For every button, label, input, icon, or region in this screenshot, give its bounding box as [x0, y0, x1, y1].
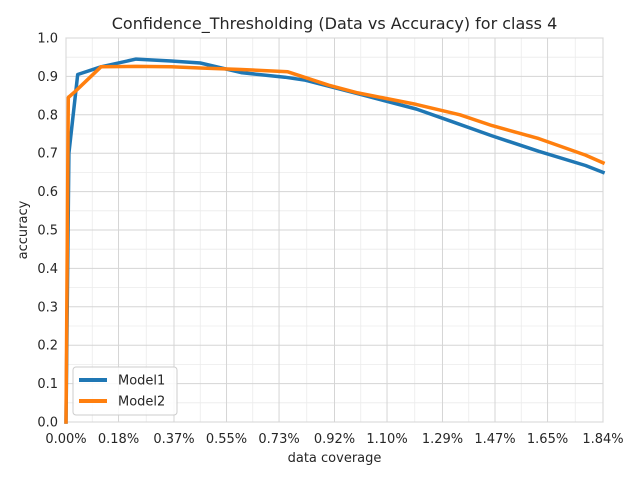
x-tick-label: 1.10% [366, 432, 407, 447]
y-tick-label: 0.5 [37, 224, 58, 239]
y-tick-label: 0.4 [37, 262, 58, 277]
y-tick-label: 0.6 [37, 185, 58, 200]
y-tick-label: 0.8 [37, 108, 58, 123]
x-tick-label: 1.65% [527, 432, 568, 447]
y-tick-label: 0.0 [37, 416, 58, 431]
series-line-model1 [64, 57, 606, 424]
series-line-model2 [64, 64, 606, 424]
y-axis-label: accuracy [16, 200, 31, 259]
x-tick-label: 0.55% [206, 432, 247, 447]
legend: Model1 Model2 [72, 366, 178, 416]
x-tick-label: 0.73% [258, 432, 299, 447]
y-tick-label: 0.7 [37, 147, 58, 162]
x-tick-label: 1.84% [582, 432, 623, 447]
grid [65, 37, 604, 423]
x-tick-label: 1.47% [474, 432, 515, 447]
legend-label-model2: Model2 [118, 395, 165, 410]
x-tick-label: 1.29% [422, 432, 463, 447]
y-tick-label: 1.0 [37, 32, 58, 47]
x-tick-label: 0.18% [98, 432, 139, 447]
tick-labels: 0.00% 0.18% 0.37% 0.55% 0.73% 0.92% 1.10% 1.29%… [37, 32, 623, 448]
series-lines [64, 57, 606, 424]
chart-title: Confidence_Thresholding (Data vs Accurac… [112, 14, 558, 34]
x-tick-label: 0.37% [153, 432, 194, 447]
y-tick-label: 0.1 [37, 377, 58, 392]
y-tick-label: 0.9 [37, 70, 58, 85]
y-tick-label: 0.2 [37, 339, 58, 354]
x-tick-label: 0.92% [314, 432, 355, 447]
x-axis-label: data coverage [288, 451, 382, 466]
legend-label-model1: Model1 [118, 374, 165, 389]
x-tick-label: 0.00% [45, 432, 86, 447]
y-tick-label: 0.3 [37, 300, 58, 315]
